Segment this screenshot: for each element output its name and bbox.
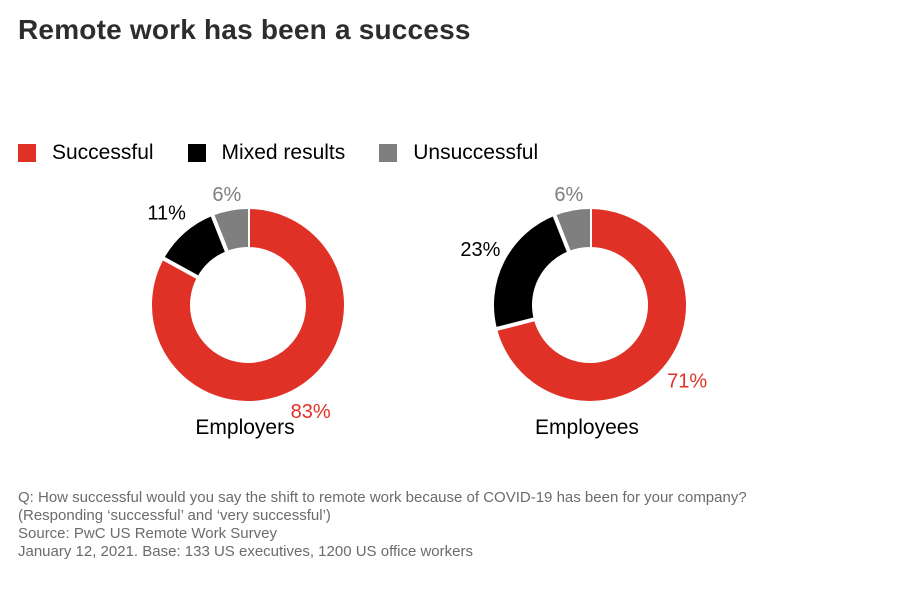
slice-separator <box>210 213 230 254</box>
legend-item-successful: Successful <box>18 141 154 165</box>
slice-employers-mixed-results <box>163 215 228 278</box>
footnote: Q: How successful would you say the shif… <box>18 489 747 561</box>
footnote-question: Q: How successful would you say the shif… <box>18 489 747 506</box>
donut-title-employers: Employers <box>195 416 294 439</box>
slice-separator <box>161 256 200 280</box>
data-label-employers-mixed-results: 11% <box>147 203 186 225</box>
legend-swatch-successful <box>18 144 36 162</box>
slice-employees-unsuccessful <box>554 209 591 252</box>
data-label-employers-unsuccessful: 6% <box>212 184 241 206</box>
legend-item-mixed-results: Mixed results <box>187 141 346 165</box>
slice-separator <box>552 213 572 254</box>
legend-label-unsuccessful: Unsuccessful <box>413 141 539 164</box>
slice-employees-mixed-results <box>494 215 570 329</box>
footnote-source: Source: PwC US Remote Work Survey <box>18 525 277 542</box>
legend: Successful Mixed results Unsuccessful <box>18 140 572 166</box>
legend-label-mixed-results: Mixed results <box>221 141 346 164</box>
data-label-employees-unsuccessful: 6% <box>554 184 583 206</box>
legend-item-unsuccessful: Unsuccessful <box>379 141 538 165</box>
slice-employers-successful <box>152 209 344 401</box>
footnote-responding: (Responding ‘successful’ and ‘very succe… <box>18 507 331 524</box>
slice-employers-unsuccessful <box>212 209 249 252</box>
donut-title-employees: Employees <box>535 416 639 439</box>
footnote-base: January 12, 2021. Base: 133 US executive… <box>18 543 473 560</box>
donut-employees: 71% 23% 6% Employees <box>460 184 707 439</box>
chart-title: Remote work has been a success <box>18 14 471 45</box>
data-label-employees-successful: 71% <box>667 370 707 392</box>
donut-employers: 83% 11% 6% Employers <box>147 184 344 439</box>
data-label-employees-mixed-results: 23% <box>460 239 500 261</box>
slice-separator <box>494 316 537 332</box>
legend-swatch-unsuccessful <box>379 144 398 162</box>
legend-label-successful: Successful <box>52 141 154 164</box>
legend-swatch-mixed-results <box>187 144 206 162</box>
donut-charts: 83% 11% 6% Employers 71% 23% 6% Employees <box>147 184 707 439</box>
slice-employees-successful <box>497 209 686 401</box>
data-label-employers-successful: 83% <box>291 401 331 423</box>
